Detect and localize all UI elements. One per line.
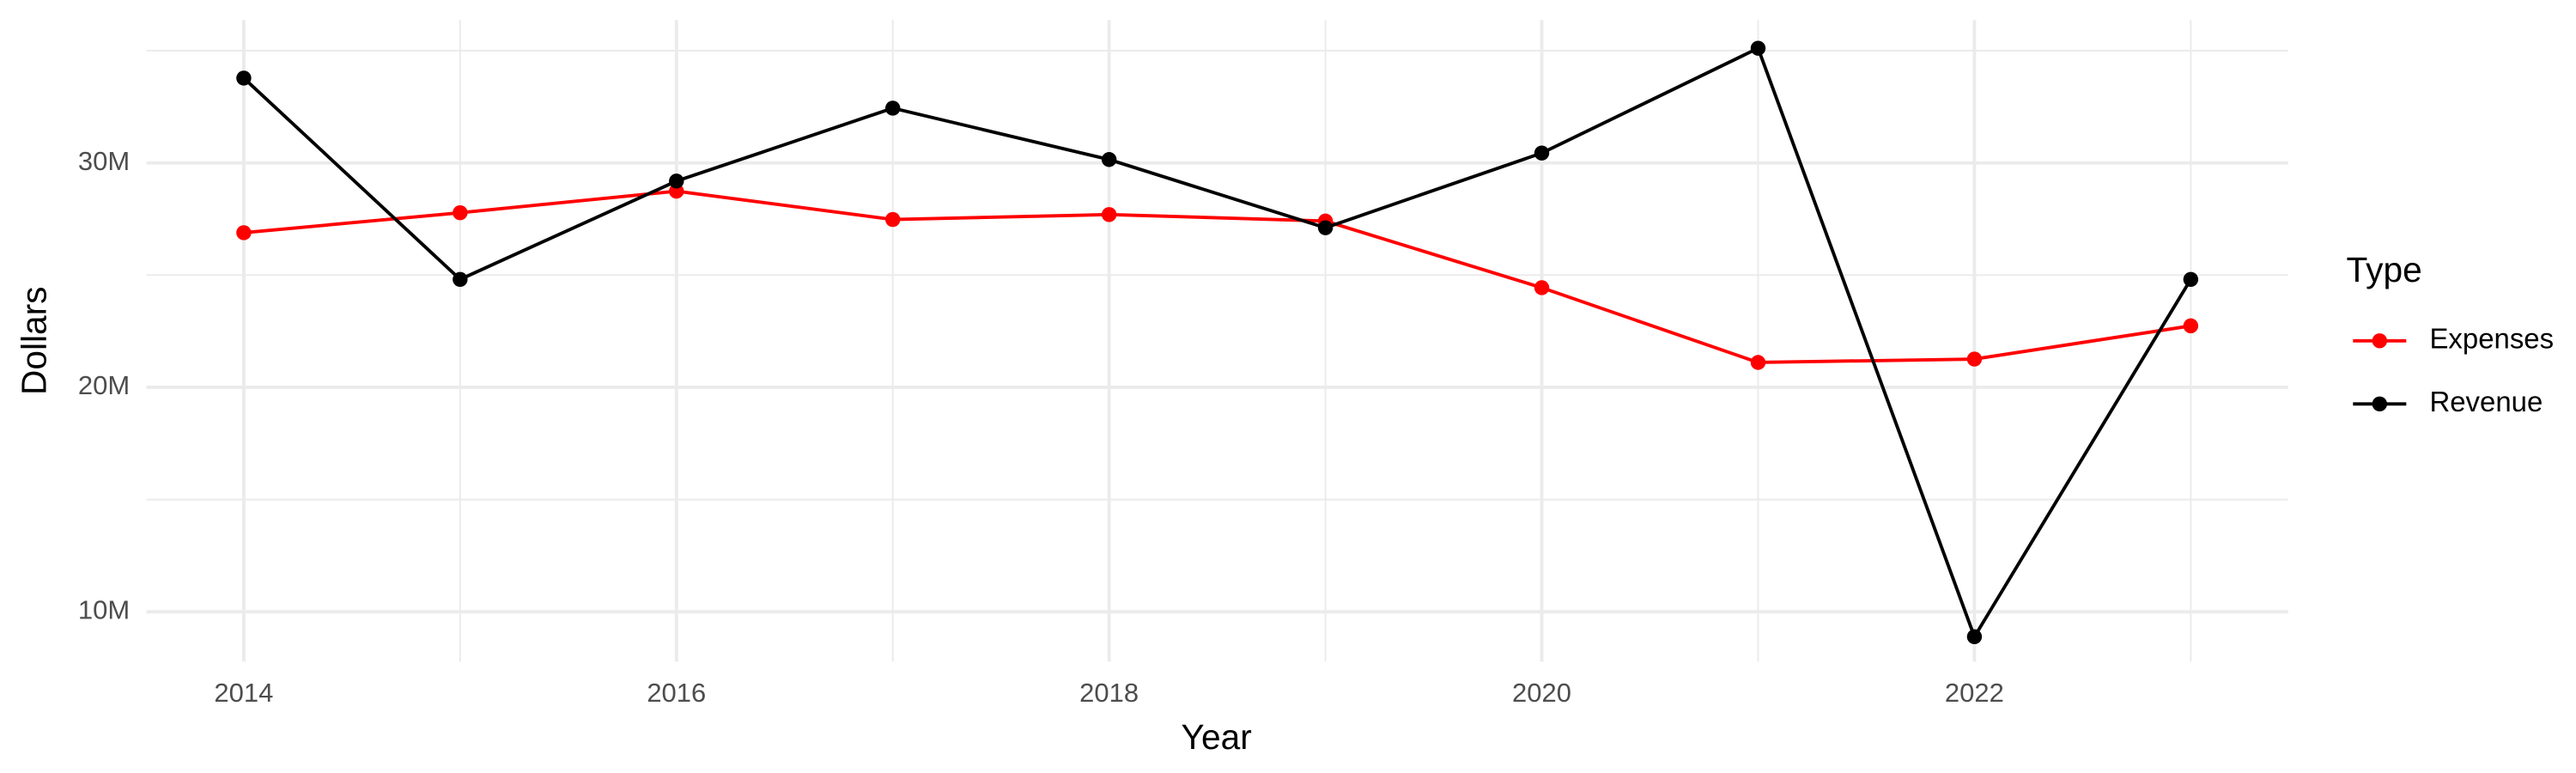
data-point [236,70,252,86]
x-tick-label: 2018 [1079,678,1139,708]
data-point [1534,280,1550,295]
series-line [243,189,2191,364]
data-point [1966,351,1983,367]
legend-label: Expenses [2429,322,2554,354]
x-tick-label: 2022 [1945,678,2004,708]
data-point [2183,271,2199,288]
x-axis-title: Year [1182,717,1252,757]
data-point [2183,318,2199,334]
legend-label: Revenue [2429,386,2543,417]
y-tick-label: 30M [78,146,130,176]
data-point [1101,152,1117,167]
series-line [242,46,2193,641]
x-tick-label: 2020 [1512,678,1571,708]
data-point [236,225,252,240]
data-point [1317,220,1334,235]
x-tick-label: 2014 [214,678,273,708]
data-point [453,204,468,221]
x-tick-label: 2016 [647,678,706,708]
data-point [885,211,901,228]
legend-key-point [2372,333,2388,349]
y-tick-label: 20M [78,370,130,400]
data-point [453,271,468,288]
legend-key-point [2372,396,2388,412]
data-point [669,173,684,189]
data-point [1101,207,1117,222]
data-point [1534,145,1550,161]
legend-title: Type [2347,250,2422,289]
data-point [885,100,901,116]
data-point [1966,629,1983,645]
data-point [1750,355,1766,370]
data-point [1750,40,1766,56]
y-axis-title: Dollars [14,287,53,395]
y-tick-label: 10M [78,595,130,625]
